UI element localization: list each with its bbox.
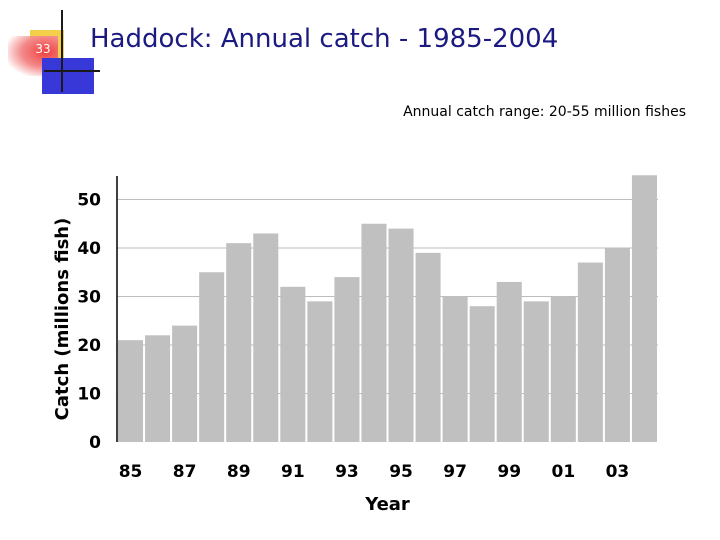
gridlines (117, 199, 658, 394)
y-tick-label: 0 (89, 433, 101, 453)
bar-98 (469, 306, 495, 442)
slide-title: Haddock: Annual catch - 1985-2004 (90, 24, 559, 54)
bar-04 (631, 175, 657, 442)
bar-96 (415, 252, 441, 442)
x-axis-title: Year (364, 494, 410, 515)
x-tick-label: 95 (389, 462, 413, 482)
bar-00 (523, 301, 549, 442)
bar-87 (172, 325, 198, 442)
x-tick-label: 03 (606, 462, 630, 482)
x-tick-label: 91 (281, 462, 305, 482)
bar-02 (577, 262, 603, 442)
y-tick-label: 10 (77, 385, 101, 405)
bar-94 (361, 223, 387, 442)
y-tick-labels: 0 10 20 30 40 50 (77, 191, 101, 454)
y-tick-label: 20 (77, 336, 101, 356)
bar-99 (496, 281, 522, 442)
x-tick-label: 99 (497, 462, 521, 482)
bar-89 (226, 243, 252, 442)
x-tick-label: 89 (227, 462, 251, 482)
bar-88 (199, 272, 225, 442)
x-tick-label: 93 (335, 462, 359, 482)
slide-number: 33 (35, 42, 51, 56)
decor-blue-square (42, 58, 94, 94)
decor-horizontal-line (44, 70, 100, 72)
bar-03 (604, 248, 630, 442)
x-tick-label: 01 (551, 462, 575, 482)
chart-subtitle: Annual catch range: 20-55 million fishes (403, 104, 686, 120)
bars (118, 175, 657, 442)
bar-91 (280, 286, 306, 442)
decor-vertical-line (61, 10, 63, 92)
bar-92 (307, 301, 333, 442)
bar-85 (118, 340, 144, 442)
bar-01 (550, 296, 576, 442)
y-tick-label: 50 (77, 191, 101, 211)
y-tick-label: 40 (77, 239, 101, 259)
bar-90 (253, 233, 279, 442)
bar-93 (334, 277, 360, 442)
x-tick-label: 97 (443, 462, 467, 482)
bar-97 (442, 296, 468, 442)
x-tick-label: 87 (173, 462, 197, 482)
y-axis-title: Catch (millions fish) (52, 218, 73, 421)
x-tick-labels: 85 87 89 91 93 95 97 99 01 03 (119, 462, 630, 482)
bar-86 (145, 335, 171, 442)
x-tick-label: 85 (119, 462, 143, 482)
bar-95 (388, 228, 414, 442)
y-tick-label: 30 (77, 288, 101, 308)
